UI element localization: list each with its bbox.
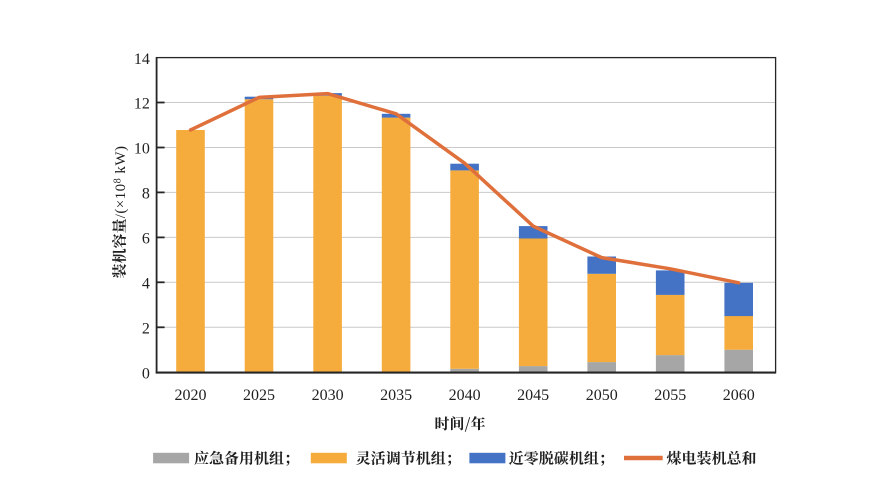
svg-text:2055: 2055 [654,387,686,404]
svg-text:2020: 2020 [175,387,207,404]
svg-text:10: 10 [134,141,150,158]
svg-text:8: 8 [142,186,150,203]
svg-text:6: 6 [142,231,150,248]
svg-text:0: 0 [142,365,150,382]
svg-text:2035: 2035 [380,387,412,404]
svg-text:14: 14 [134,51,150,68]
svg-text:2050: 2050 [586,387,618,404]
svg-text:2030: 2030 [312,387,344,404]
svg-text:2040: 2040 [449,387,481,404]
svg-text:2045: 2045 [517,387,549,404]
svg-text:2060: 2060 [723,387,755,404]
svg-text:2: 2 [142,321,150,338]
svg-text:4: 4 [142,276,150,293]
svg-text:2025: 2025 [243,387,275,404]
svg-text:12: 12 [134,96,150,113]
svg-text:/(×108 kW): /(×108 kW) [113,146,129,219]
